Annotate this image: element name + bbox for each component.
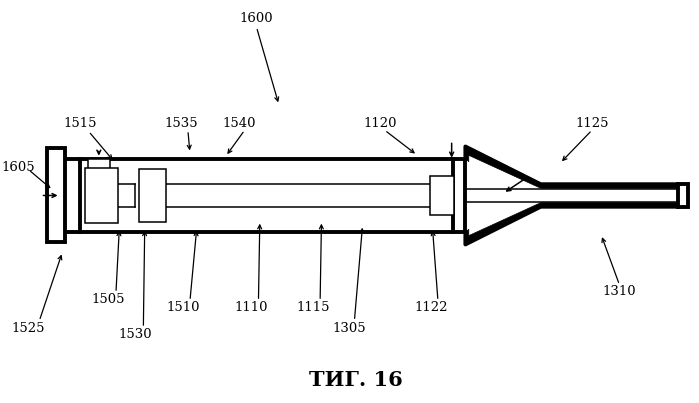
Text: 1305: 1305 (332, 322, 366, 334)
Text: ΤИГ. 16: ΤИГ. 16 (309, 370, 403, 390)
Polygon shape (466, 146, 678, 188)
Text: 1530: 1530 (118, 328, 152, 341)
Bar (678, 184, 688, 207)
Bar (430, 177, 454, 214)
Bar (85, 168, 118, 222)
Text: 1110: 1110 (235, 301, 268, 314)
Text: 1122: 1122 (415, 301, 448, 314)
Text: 1605: 1605 (2, 161, 36, 174)
Text: 1540: 1540 (222, 117, 256, 130)
Text: 1510: 1510 (166, 301, 200, 314)
Bar (62, 158, 466, 233)
Text: 1600: 1600 (240, 12, 273, 25)
Text: 1505: 1505 (91, 293, 124, 306)
Bar (88, 158, 110, 181)
Bar (138, 169, 166, 222)
Text: 1115: 1115 (296, 301, 330, 314)
Polygon shape (466, 203, 678, 245)
Text: 1125: 1125 (575, 117, 609, 130)
Text: 1515: 1515 (64, 117, 97, 130)
Text: 1120: 1120 (363, 117, 396, 130)
Text: 1525: 1525 (11, 322, 45, 334)
Text: 1310: 1310 (603, 285, 636, 298)
Text: 1535: 1535 (164, 117, 198, 130)
Bar (48, 148, 64, 243)
